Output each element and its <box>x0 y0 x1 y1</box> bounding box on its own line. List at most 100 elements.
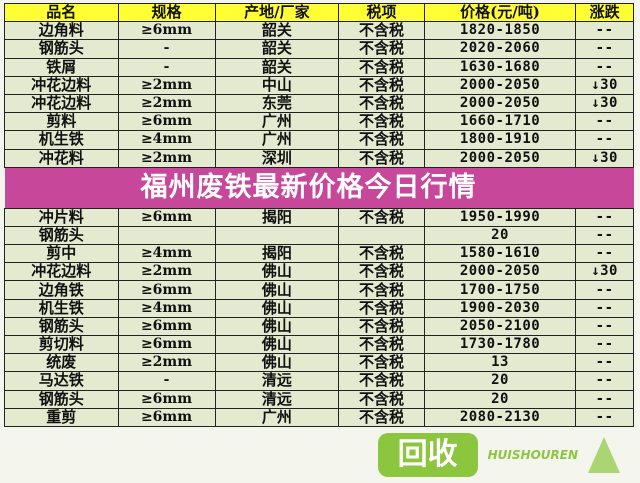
table-cell: 不含税 <box>338 280 425 300</box>
table-cell: 2000-2050 <box>423 148 577 168</box>
table-cell: 清远 <box>214 371 340 391</box>
table-cell: ≥6mm <box>117 207 216 227</box>
table-cell: 20 <box>423 389 577 409</box>
table-cell: 钢筋头 <box>4 389 119 409</box>
table-cell: 1950-1990 <box>423 207 577 227</box>
table-cell <box>117 225 216 246</box>
table-cell: 2050-2100 <box>423 316 577 337</box>
table-cell: 重剪 <box>4 407 119 427</box>
table-row: 冲花料 ≥2mm 深圳 不含税 2000-2050 ↓30 <box>4 148 634 168</box>
table-row: 冲花边料 ≥2mm 东莞 不含税 2000-2050 ↓30 <box>4 93 634 114</box>
table-cell: 剪中 <box>4 244 119 264</box>
table-cell: 不含税 <box>338 371 425 391</box>
table-cell: 深圳 <box>214 148 340 168</box>
table-cell: 不含税 <box>338 130 425 150</box>
title-banner: 福州废铁最新价格今日行情 <box>4 167 634 209</box>
table-cell: 钢筋头 <box>4 316 119 337</box>
table-cell: 不含税 <box>338 39 425 59</box>
table-cell: 佛山 <box>214 280 340 300</box>
table-cell: ≥4mm <box>117 244 216 264</box>
table-cell: 13 <box>423 353 577 373</box>
watermark: 回收 HUISHOUREN <box>0 427 640 483</box>
table-cell: -- <box>575 57 634 77</box>
table-cell: 统废 <box>4 353 119 373</box>
table-row: 重剪 ≥6mm 广州 不含税 2080-2130 -- <box>4 407 634 427</box>
table-cell: 不含税 <box>338 407 425 427</box>
column-header: 品名 <box>4 2 119 23</box>
table-cell: 冲花边料 <box>4 93 119 114</box>
table-cell: 广州 <box>214 112 340 132</box>
table-row: 铁屑 - 韶关 不含税 1630-1680 -- <box>4 57 634 77</box>
column-header: 产地/厂家 <box>214 2 340 23</box>
table-cell: 不含税 <box>338 353 425 373</box>
table-cell: ≥2mm <box>117 353 216 373</box>
table-row: 冲花边料 ≥2mm 佛山 不含税 2000-2050 ↓30 <box>4 262 634 282</box>
table-cell: 佛山 <box>214 316 340 337</box>
table-cell <box>214 225 340 246</box>
table-row: 钢筋头 ≥6mm 清远 不含税 20 -- <box>4 389 634 409</box>
table-cell: -- <box>575 244 634 264</box>
table-cell: ≥2mm <box>117 75 216 95</box>
table-cell: ≥6mm <box>117 21 216 41</box>
table-cell: 1730-1780 <box>423 334 577 355</box>
table-row: 剪中 ≥4mm 揭阳 不含税 1580-1610 -- <box>4 244 634 264</box>
table-cell: -- <box>575 407 634 427</box>
table-cell: 不含税 <box>338 112 425 132</box>
column-header: 税项 <box>338 2 425 23</box>
watermark-logo: 回收 <box>377 432 478 477</box>
table-cell: 不含税 <box>338 298 425 318</box>
table-cell: 1900-2030 <box>423 298 577 318</box>
table-row: 钢筋头 20 -- <box>4 225 634 246</box>
table-cell: -- <box>575 334 634 355</box>
column-header: 规格 <box>117 2 216 23</box>
table-cell: 1660-1710 <box>423 112 577 132</box>
table-cell: 1800-1910 <box>423 130 577 150</box>
table-cell: 揭阳 <box>214 207 340 227</box>
table-cell: -- <box>575 225 634 246</box>
table-cell: ≥6mm <box>117 280 216 300</box>
table-cell: -- <box>575 21 634 41</box>
table-cell: 边角料 <box>4 21 119 41</box>
table-cell: 2000-2050 <box>423 75 577 95</box>
banner-cell: 福州废铁最新价格今日行情 <box>4 167 634 209</box>
table-cell: 1700-1750 <box>423 280 577 300</box>
table-cell: -- <box>575 371 634 391</box>
table-cell: -- <box>575 353 634 373</box>
table-cell: 中山 <box>214 75 340 95</box>
table-cell: 1630-1680 <box>423 57 577 77</box>
table-row: 边角铁 ≥6mm 佛山 不含税 1700-1750 -- <box>4 280 634 300</box>
table-row: 钢筋头 ≥6mm 佛山 不含税 2050-2100 -- <box>4 316 634 337</box>
table-cell: 韶关 <box>214 57 340 77</box>
table-cell: 韶关 <box>214 21 340 41</box>
table-cell: 不含税 <box>338 21 425 41</box>
table-cell <box>338 225 425 246</box>
table-cell: 不含税 <box>338 389 425 409</box>
table-cell: 不含税 <box>338 244 425 264</box>
table-cell: ≥6mm <box>117 334 216 355</box>
table-cell: 1820-1850 <box>423 21 577 41</box>
table-row: 机生铁 ≥4mm 佛山 不含税 1900-2030 -- <box>4 298 634 318</box>
table-cell: -- <box>575 389 634 409</box>
table-cell: - <box>117 39 216 59</box>
table-cell: 东莞 <box>214 93 340 114</box>
table-cell: -- <box>575 112 634 132</box>
table-cell: 钢筋头 <box>4 225 119 246</box>
table-cell: ≥4mm <box>117 298 216 318</box>
table-cell: 机生铁 <box>4 130 119 150</box>
table-cell: 2020-2060 <box>423 39 577 59</box>
table-cell: 2080-2130 <box>423 407 577 427</box>
table-cell: ↓30 <box>575 262 634 282</box>
table-row: 冲花边料 ≥2mm 中山 不含税 2000-2050 ↓30 <box>4 75 634 95</box>
table-cell: 剪料 <box>4 112 119 132</box>
table-row: 统废 ≥2mm 佛山 不含税 13 -- <box>4 353 634 373</box>
table-cell: ≥6mm <box>117 112 216 132</box>
logo-mark-icon <box>588 436 620 473</box>
watermark-sub: HUISHOUREN <box>487 447 578 462</box>
table-cell: 钢筋头 <box>4 39 119 59</box>
table-cell: 20 <box>423 371 577 391</box>
table-cell: 铁屑 <box>4 57 119 77</box>
table-cell: ↓30 <box>575 148 634 168</box>
table-cell: 1580-1610 <box>423 244 577 264</box>
table-cell: -- <box>575 280 634 300</box>
table-row: 钢筋头 - 韶关 不含税 2020-2060 -- <box>4 39 634 59</box>
